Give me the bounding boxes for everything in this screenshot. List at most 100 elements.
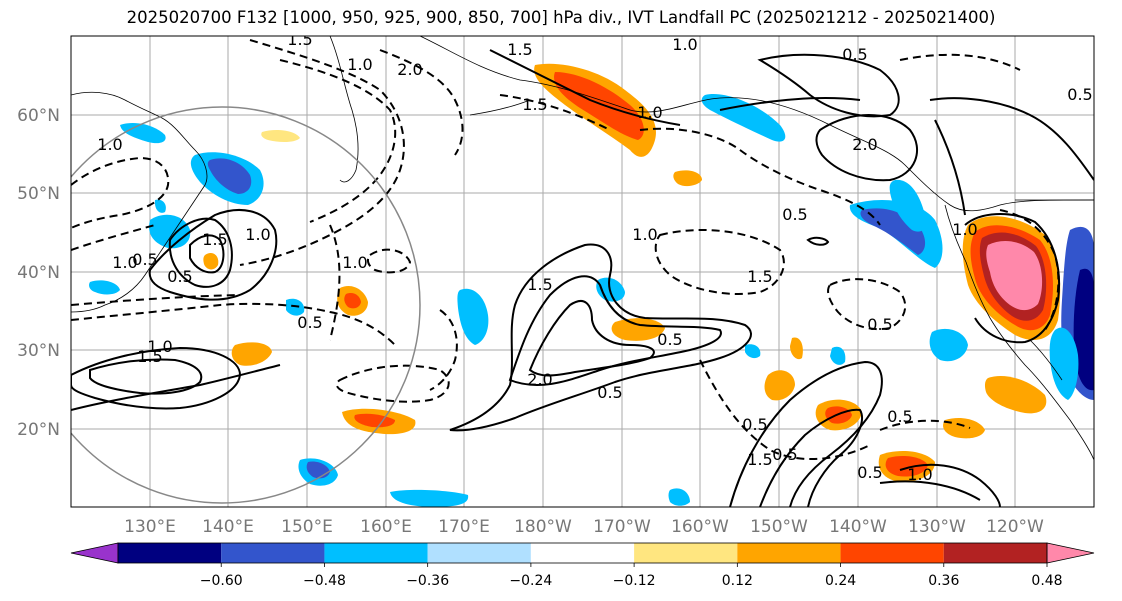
contour-dashed-6 [71,302,396,346]
contour-solid-6 [934,119,966,216]
contour-label: 1.0 [147,337,172,356]
colorbar-tick-label: −0.48 [303,573,346,589]
longitude-label: 130°W [908,517,966,537]
contour-label: 1.5 [202,230,227,249]
colorbar-tick-label: 0.36 [928,573,959,589]
coastlines [71,36,1094,461]
fill-pink-california [986,240,1043,311]
colorbar: −0.60 −0.48 −0.36 −0.24 −0.12 0.12 0.24 0.36 0.4… [70,542,1095,589]
colorbar-segment [427,543,531,563]
coastline-alaska [419,36,1094,212]
latitude-labels: 60°N 50°N 40°N 30°N 20°N [17,106,60,440]
colorbar-segment [118,543,222,563]
colorbar-tick-label: −0.12 [613,573,656,589]
contour-label: 1.0 [632,225,657,244]
coastline-asia [71,91,208,313]
fill-orange-east-pacific [611,318,665,341]
contour-label: 0.5 [772,445,797,464]
contour-label: 0.5 [867,315,892,334]
fill-cyan-tropic-s2 [668,488,690,506]
longitude-label: 160°W [671,517,729,537]
colorbar-segment [324,543,428,563]
contour-solid-19 [879,480,981,501]
fill-cyan-japan-3 [89,280,120,295]
contour-label: 2.0 [527,370,552,389]
fill-cyan-coast [1049,327,1079,400]
fill-yellow-okhotsk [261,130,300,143]
coastline-baja [1029,339,1063,381]
contour-label: 1.0 [342,253,367,272]
longitude-label: 150°W [750,517,808,537]
longitude-label: 130°E [124,517,176,537]
contour-solid-16 [729,360,883,507]
contour-solid-9 [528,300,655,377]
longitude-label: 140°W [829,517,887,537]
colorbar-tick-label: 0.24 [825,573,856,589]
colorbar-segment [840,543,944,563]
contour-dashed-2 [279,59,397,223]
fill-cyan-mid-e2 [830,346,846,365]
contour-dashed-17 [899,53,1021,71]
contour-dashed-8 [335,364,450,403]
longitude-label: 170°W [593,517,651,537]
longitude-label: 160°E [360,517,412,537]
contour-label: 0.5 [1067,85,1092,104]
fill-orange-east-2 [764,370,795,401]
contour-dashed-12 [639,127,881,226]
fill-orange-mid-e3 [790,337,803,360]
colorbar-tick-label: 0.12 [722,573,753,589]
latitude-label: 50°N [17,184,60,204]
contour-solid-15 [71,364,281,411]
fill-orange-baja-2 [943,418,985,439]
colorbar-outline [117,542,1048,564]
contour-label: 0.5 [782,205,807,224]
fill-orange-baja [984,375,1047,414]
contour-label: 1.0 [637,103,662,122]
contour-label: 2.0 [852,135,877,154]
contour-solid-14 [89,358,203,395]
longitude-label: 170°E [438,517,490,537]
contour-label: 1.5 [527,275,552,294]
contour-dashed-13 [499,94,611,131]
contour-label: 1.5 [522,95,547,114]
contour-label: 0.5 [742,415,767,434]
fill-blue-japan [207,158,252,194]
latitude-label: 60°N [17,106,60,126]
longitude-label: 150°E [281,517,333,537]
contour-label: 0.5 [657,330,682,349]
contour-dashed-9 [366,248,412,274]
contour-dashed-10 [329,224,341,341]
contour-label: 1.0 [347,55,372,74]
contour-label: 1.0 [952,220,977,239]
contour-label: 0.5 [132,250,157,269]
contour-label: 0.5 [167,267,192,286]
contour-dashed-11 [654,229,785,295]
contour-dashed-19 [429,309,458,391]
latitude-label: 20°N [17,420,60,440]
colorbar-segment [737,543,841,563]
colorbar-extend-min [70,542,119,564]
fill-cyan-w-4 [154,199,166,213]
reference-circle [71,106,421,504]
contour-label: 0.5 [857,463,882,482]
contour-label: 2.0 [397,60,422,79]
contour-label: 1.0 [672,35,697,54]
contour-label: 1.0 [907,465,932,484]
contour-dashed-3 [379,49,464,156]
contour-solid-10 [168,217,233,288]
fill-red-alaska [554,72,644,140]
fill-cyan-tropic-s [390,489,469,507]
contour-solid-5 [929,97,1094,181]
contour-dashed-16 [879,419,971,431]
fill-cyan-kamchatka [120,123,166,144]
coastline-kamchatka [329,36,359,183]
contour-label: 1.5 [287,30,312,49]
contour-label: 0.5 [297,313,322,332]
contour-labels: 1.5 1.0 2.0 1.5 1.0 0.5 1.5 1.0 2.0 0.5 1.0 0.5 0.5 1… [97,30,1092,484]
contour-label: 1.0 [97,135,122,154]
longitude-label: 120°W [986,517,1044,537]
contours [71,39,1094,507]
contour-solid-18 [899,463,1001,507]
contour-label: 0.5 [842,45,867,64]
contour-solid-12 [148,209,278,301]
